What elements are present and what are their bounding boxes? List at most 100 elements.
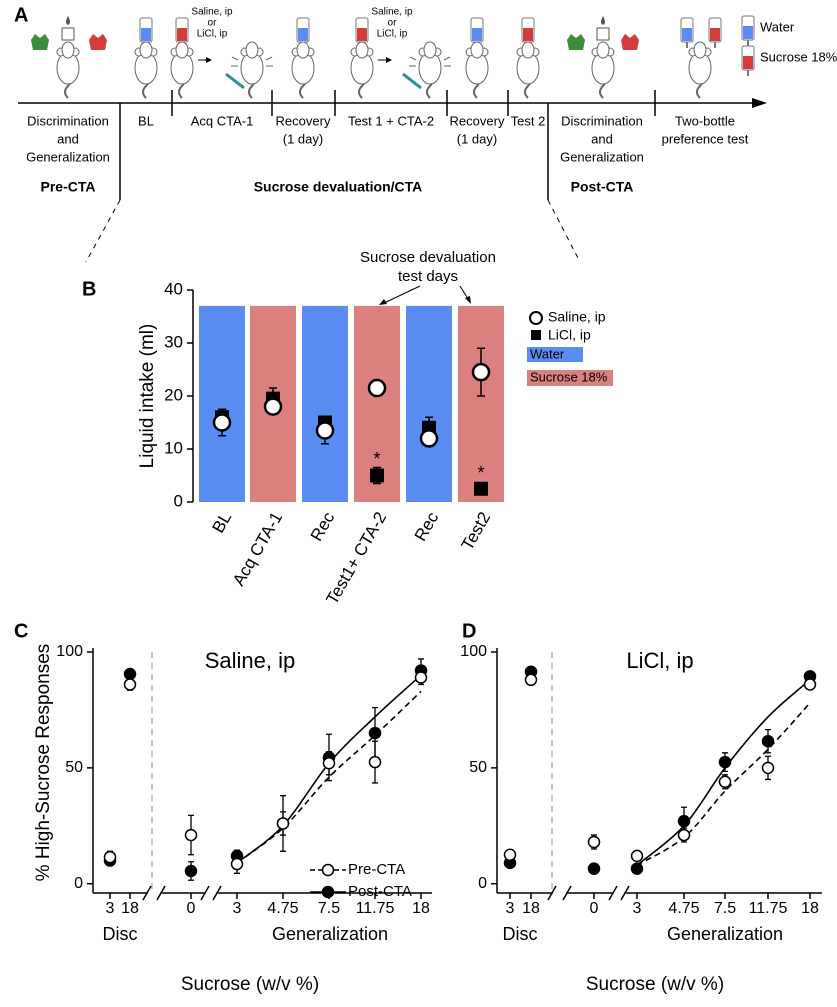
mouse-icon — [521, 41, 535, 59]
mouse-icon — [423, 41, 437, 59]
panel-label: B — [82, 278, 96, 300]
y-tick-label: 0 — [478, 875, 487, 892]
x-tick-label: 4.75 — [668, 900, 699, 917]
marker — [718, 755, 732, 769]
legend-label: Water — [760, 19, 795, 34]
x-tick-label: 7.5 — [714, 900, 736, 917]
stage-label: and — [57, 131, 79, 146]
stage-label: preference test — [662, 131, 749, 146]
phase-label: Pre-CTA — [41, 179, 96, 195]
step-arrow — [206, 57, 212, 63]
marker — [315, 421, 335, 440]
injection-label: Saline, ip — [191, 7, 233, 18]
injection-label: LiCl, ip — [377, 29, 408, 40]
taste-port-icon — [621, 34, 639, 50]
phase-label: Post-CTA — [571, 179, 634, 195]
y-tick-label: 0 — [174, 491, 183, 510]
y-tick-label: 50 — [65, 759, 83, 776]
step-arrow — [386, 57, 392, 63]
y-tick-label: 10 — [164, 438, 183, 457]
marker — [230, 857, 244, 871]
annotation-arrow — [381, 285, 471, 305]
x-tick-label: 0 — [590, 900, 599, 917]
bottle-liquid — [141, 28, 151, 41]
marker — [524, 673, 538, 687]
x-tick-label: 3 — [106, 900, 115, 917]
significance-star: * — [477, 463, 484, 483]
bottle-liquid — [710, 28, 720, 41]
mouse-icon — [175, 41, 189, 59]
legend-swatch — [527, 370, 613, 386]
panel-label: C — [14, 620, 28, 642]
stage-label: Recovery — [450, 113, 505, 128]
x-tick-label: 18 — [801, 900, 819, 917]
panel-label: D — [462, 620, 476, 642]
sick-lines — [409, 56, 451, 67]
legend-label: Saline, ip — [548, 309, 606, 325]
marker — [761, 761, 775, 775]
marker — [370, 468, 384, 483]
x-tick-label: 11.75 — [749, 900, 788, 917]
marker — [414, 671, 428, 684]
mouse-icon — [296, 41, 310, 59]
legend-swatch — [527, 347, 583, 362]
x-tick-label: 18 — [412, 900, 430, 917]
marker — [587, 835, 601, 849]
y-tick-label: 30 — [164, 332, 183, 351]
legend-marker — [529, 311, 543, 325]
drop-icon — [66, 16, 70, 25]
drop-icon — [601, 16, 605, 25]
x-tick-label: BL — [208, 509, 235, 537]
marker — [630, 862, 644, 875]
bottle-liquid — [743, 56, 753, 69]
mouse-icon — [470, 41, 484, 59]
stage-label: Discrimination — [27, 113, 109, 128]
y-axis-label: % High-Sucrose Responses — [33, 644, 54, 882]
significance-star: * — [373, 449, 380, 469]
marker — [184, 828, 198, 842]
sick-lines — [231, 56, 273, 67]
marker — [718, 775, 732, 789]
zoom-line — [85, 199, 121, 263]
mouse-icon — [355, 41, 369, 59]
y-tick-label: 0 — [74, 875, 83, 892]
marker — [587, 862, 601, 875]
legend-marker — [321, 885, 335, 899]
port-icon — [596, 27, 610, 41]
marker — [368, 726, 382, 740]
legend-label: LiCl, ip — [548, 327, 591, 343]
port-icon — [61, 27, 75, 41]
group-label: Disc — [503, 924, 538, 944]
marker — [677, 828, 691, 842]
legend-label: Post-CTA — [348, 883, 412, 900]
mouse-icon — [693, 41, 707, 59]
marker — [123, 667, 137, 681]
bottle-liquid — [298, 28, 308, 41]
x-tick-label: Rec — [411, 508, 443, 544]
bar — [458, 305, 504, 502]
fit-curve — [636, 679, 811, 866]
taste-port-icon — [89, 34, 107, 50]
chart-title: LiCl, ip — [626, 648, 693, 673]
injection-label: or — [388, 18, 398, 29]
x-tick-label: 0 — [187, 900, 196, 917]
bottle-liquid — [357, 28, 367, 41]
marker — [474, 481, 488, 496]
legend-label: Pre-CTA — [348, 861, 405, 878]
marker — [263, 397, 283, 416]
legend-marker — [321, 863, 335, 877]
y-tick-label: 100 — [56, 643, 83, 660]
x-tick-label: 18 — [522, 900, 540, 917]
x-tick-label: 3 — [506, 900, 515, 917]
stage-label: and — [591, 131, 613, 146]
y-tick-label: 100 — [460, 643, 487, 660]
group-label: Generalization — [272, 924, 388, 944]
injection-label: or — [208, 18, 218, 29]
bottle-liquid — [472, 28, 482, 41]
phase-label: Sucrose devaluation/CTA — [254, 179, 423, 195]
injection-label: Saline, ip — [371, 7, 413, 18]
x-tick-label: Rec — [307, 508, 339, 544]
marker — [677, 814, 691, 828]
marker — [503, 848, 517, 862]
